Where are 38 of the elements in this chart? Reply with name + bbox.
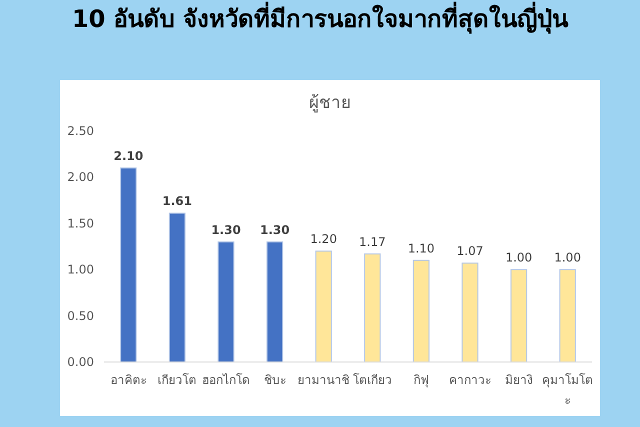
bar — [462, 262, 478, 362]
bar — [412, 260, 430, 362]
bar — [120, 167, 137, 362]
x-tick-label: ฮอกไกโด — [200, 372, 251, 389]
bar — [559, 269, 576, 362]
bar — [315, 250, 332, 362]
data-label: 2.10 — [114, 148, 144, 163]
data-label: 1.30 — [260, 222, 290, 237]
data-label: 1.20 — [310, 232, 337, 246]
bar — [510, 269, 528, 362]
x-tick-label: กิฟุ — [412, 372, 430, 390]
x-tick-label: เกียวโต — [156, 372, 198, 389]
x-tick-label: คากาวะ — [448, 372, 492, 389]
data-label: 1.00 — [554, 250, 581, 265]
y-tick-label: 0.50 — [67, 308, 94, 323]
y-tick-label: 1.00 — [67, 262, 94, 277]
chart-subtitle: ผู้ชาย — [309, 93, 351, 113]
bar — [218, 241, 234, 362]
data-label: 1.17 — [359, 234, 386, 249]
data-label: 1.07 — [456, 244, 484, 258]
y-tick-label: 2.50 — [67, 124, 94, 138]
data-label: 1.10 — [408, 241, 435, 256]
y-tick-label: 0.00 — [67, 355, 94, 369]
y-tick-label: 1.50 — [67, 216, 94, 230]
x-tick-label: มิยางิ — [504, 373, 533, 387]
x-tick-label: คุมาโมโตะ — [541, 372, 594, 409]
x-tick-label: โตเกียว — [352, 373, 392, 387]
x-tick-label: ชิบะ — [264, 373, 286, 387]
data-label: 1.61 — [162, 194, 192, 208]
bar — [168, 212, 186, 362]
x-tick-label: ยามานาชิ — [297, 372, 350, 389]
bar — [266, 241, 284, 362]
data-label: 1.00 — [505, 250, 532, 265]
data-label: 1.30 — [211, 222, 241, 237]
bar — [364, 253, 381, 362]
x-tick-label: อาคิตะ — [109, 372, 148, 389]
y-tick-label: 2.00 — [67, 170, 94, 184]
chart-title: 10 อันดับ จังหวัดที่มีการนอกใจมากที่สุดในญี่ปุ่น — [70, 4, 570, 34]
